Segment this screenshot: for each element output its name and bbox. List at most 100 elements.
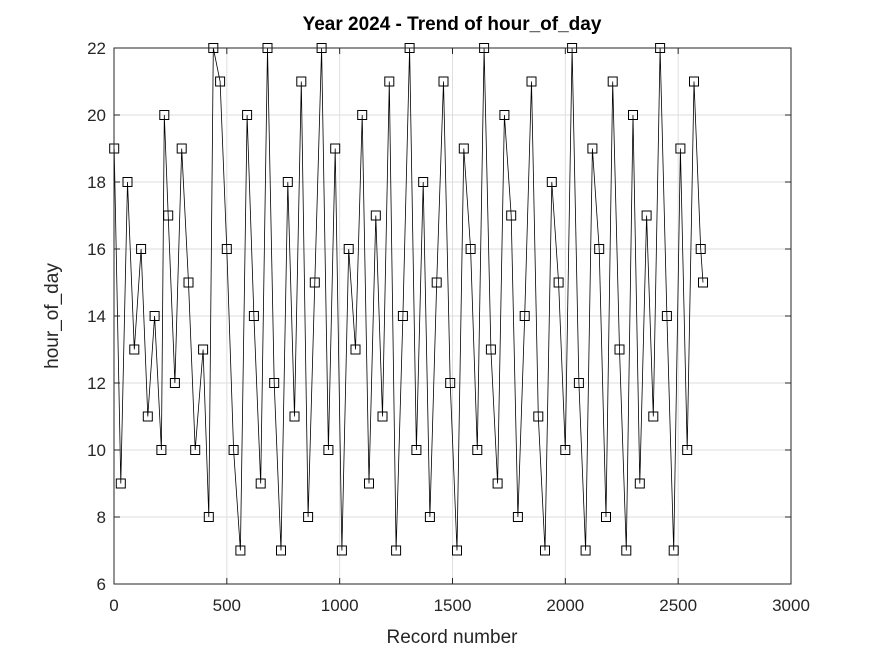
data-point-marker (323, 445, 334, 455)
data-point-marker (424, 512, 435, 522)
data-point-marker (397, 311, 408, 321)
data-point-marker (587, 143, 598, 154)
data-point-marker (560, 445, 571, 455)
data-point-marker (198, 344, 209, 355)
data-point-marker (634, 478, 645, 489)
data-point-marker (573, 378, 584, 388)
data-point-marker (156, 445, 167, 455)
data-point-marker (203, 512, 214, 522)
data-point-marker (136, 244, 147, 254)
grid-lines (114, 48, 791, 584)
series-group (109, 43, 708, 556)
data-point-marker (289, 411, 300, 422)
data-point-marker (526, 76, 537, 87)
data-point-marker (242, 110, 253, 120)
y-tick-label: 10 (87, 441, 106, 460)
data-point-marker (163, 210, 174, 221)
y-tick-label: 8 (97, 508, 106, 527)
data-point-marker (485, 344, 496, 355)
x-tick-label: 0 (109, 596, 118, 615)
data-point-marker (296, 76, 307, 87)
series-line (113, 47, 704, 551)
data-point-marker (391, 545, 402, 556)
data-point-marker (499, 110, 510, 120)
data-point-marker (648, 411, 659, 422)
data-point-marker (546, 177, 557, 187)
data-point-marker (519, 311, 530, 321)
data-point-marker (661, 311, 672, 321)
y-tick-label: 16 (87, 240, 106, 259)
data-point-marker (607, 76, 618, 87)
x-tick-label: 1500 (434, 596, 472, 615)
data-point-marker (370, 210, 381, 221)
data-point-marker (641, 210, 652, 221)
data-point-marker (115, 478, 126, 489)
x-tick-label: 2000 (546, 596, 584, 615)
data-point-marker (458, 143, 469, 154)
data-point-marker (675, 143, 686, 154)
data-point-marker (159, 110, 170, 120)
axis-ticks: 0 500 1000 1500 2000 2500 3000 6 8 10 12 14 16 18 20 22 (87, 39, 810, 615)
data-point-marker (248, 311, 259, 321)
x-tick-label: 3000 (772, 596, 810, 615)
y-tick-label: 18 (87, 173, 106, 192)
data-point-marker (465, 244, 476, 254)
data-point-marker (330, 143, 341, 154)
y-axis-label: hour_of_day (42, 263, 63, 369)
data-point-marker (682, 445, 693, 455)
data-point-marker (235, 545, 246, 556)
data-point-marker (129, 344, 140, 355)
y-tick-label: 20 (87, 106, 106, 125)
data-point-marker (553, 277, 564, 288)
data-point-marker (350, 344, 361, 355)
data-point-marker (343, 244, 354, 254)
data-point-marker (142, 411, 153, 422)
data-point-marker (215, 76, 226, 87)
data-point-marker (309, 277, 320, 288)
data-point-marker (695, 244, 706, 254)
data-point-marker (506, 210, 517, 221)
data-point-marker (614, 344, 625, 355)
x-axis-label: Record number (387, 627, 519, 648)
data-point-marker (176, 143, 187, 154)
data-point-marker (492, 478, 503, 489)
data-point-marker (621, 545, 632, 556)
x-tick-label: 2500 (659, 596, 697, 615)
data-point-marker (689, 76, 699, 87)
data-point-marker (418, 177, 429, 187)
data-point-marker (269, 378, 280, 388)
data-point-marker (364, 478, 374, 489)
data-point-marker (149, 311, 160, 321)
y-tick-label: 12 (87, 374, 106, 393)
data-point-marker (282, 177, 293, 187)
data-point-marker (183, 277, 194, 288)
data-point-marker (336, 545, 347, 556)
data-point-marker (698, 277, 708, 288)
y-tick-label: 22 (87, 39, 106, 58)
data-point-marker (122, 177, 133, 187)
data-point-marker (580, 545, 591, 556)
data-point-marker (384, 76, 395, 87)
data-point-marker (357, 110, 368, 120)
data-point-marker (601, 512, 611, 522)
chart-title: Year 2024 - Trend of hour_of_day (303, 14, 602, 35)
data-point-marker (628, 110, 638, 120)
data-point-marker (431, 277, 442, 288)
y-tick-label: 14 (87, 307, 106, 326)
data-point-marker (452, 545, 462, 556)
data-point-marker (303, 512, 314, 522)
data-point-marker (594, 244, 605, 254)
data-point-marker (445, 378, 456, 388)
data-point-marker (438, 76, 449, 87)
x-tick-label: 1000 (321, 596, 359, 615)
data-point-marker (411, 445, 422, 455)
data-point-marker (169, 378, 180, 388)
data-point-marker (533, 411, 544, 422)
data-point-marker (540, 545, 550, 556)
data-point-marker (668, 545, 679, 556)
data-point-marker (377, 411, 388, 422)
y-tick-label: 6 (97, 575, 106, 594)
data-point-marker (190, 445, 201, 455)
data-point-marker (512, 512, 523, 522)
